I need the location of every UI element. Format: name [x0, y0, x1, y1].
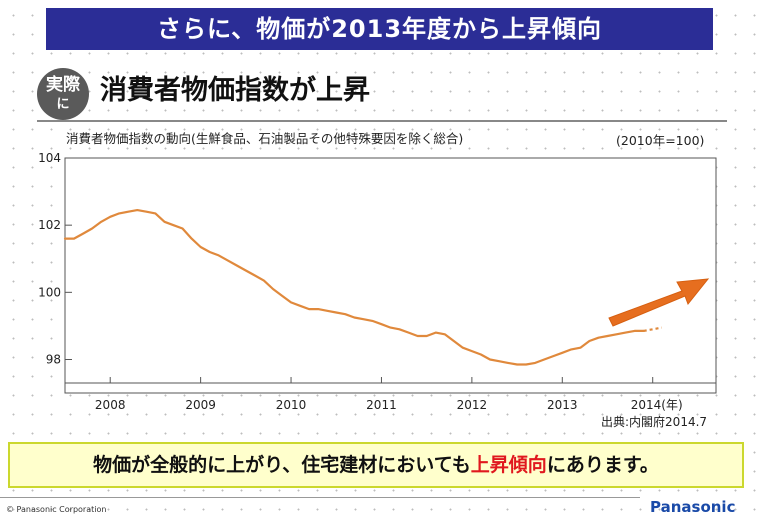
x-tick-label: 2009 [185, 398, 216, 412]
copyright: © Panasonic Corporation [6, 505, 107, 514]
slide-banner-title: さらに、物価が2013年度から上昇傾向 [46, 8, 713, 50]
chart-base-note: (2010年=100) [616, 133, 705, 148]
callout-text-post: にあります。 [546, 454, 659, 476]
y-tick-label: 100 [38, 285, 61, 299]
panasonic-logo: Panasonic [650, 498, 736, 516]
y-tick-label: 102 [38, 218, 61, 232]
badge-line2: に [56, 97, 70, 112]
badge-line1: 実際 [46, 75, 80, 95]
x-tick-label: 2012 [457, 398, 488, 412]
x-tick-label: 2014(年) [631, 398, 683, 412]
chart-title: 消費者物価指数の動向(生鮮食品、石油製品その他特殊要因を除く総合) [66, 131, 464, 146]
x-tick-label: 2010 [276, 398, 307, 412]
y-tick-label: 98 [46, 352, 61, 366]
subtitle-divider [37, 120, 727, 122]
callout-highlight: 上昇傾向 [470, 454, 547, 476]
source-note: 出典:内閣府2014.7 [601, 415, 708, 429]
conclusion-callout: 物価が全般的に上がり、住宅建材においても上昇傾向にあります。 [8, 442, 744, 488]
plot-frame [64, 157, 717, 394]
cpi-series-line [63, 209, 645, 366]
x-tick-label: 2011 [366, 398, 397, 412]
jissai-badge: 実際 に [37, 68, 89, 120]
upward-trend-arrow [608, 278, 710, 327]
x-tick-label: 2008 [95, 398, 126, 412]
slide-subtitle: 消費者物価指数が上昇 [100, 75, 370, 106]
callout-text-pre: 物価が全般的に上がり、住宅建材においても [93, 454, 471, 476]
footer-divider [0, 497, 640, 498]
x-tick-label: 2013 [547, 398, 578, 412]
y-tick-label: 104 [38, 151, 61, 165]
